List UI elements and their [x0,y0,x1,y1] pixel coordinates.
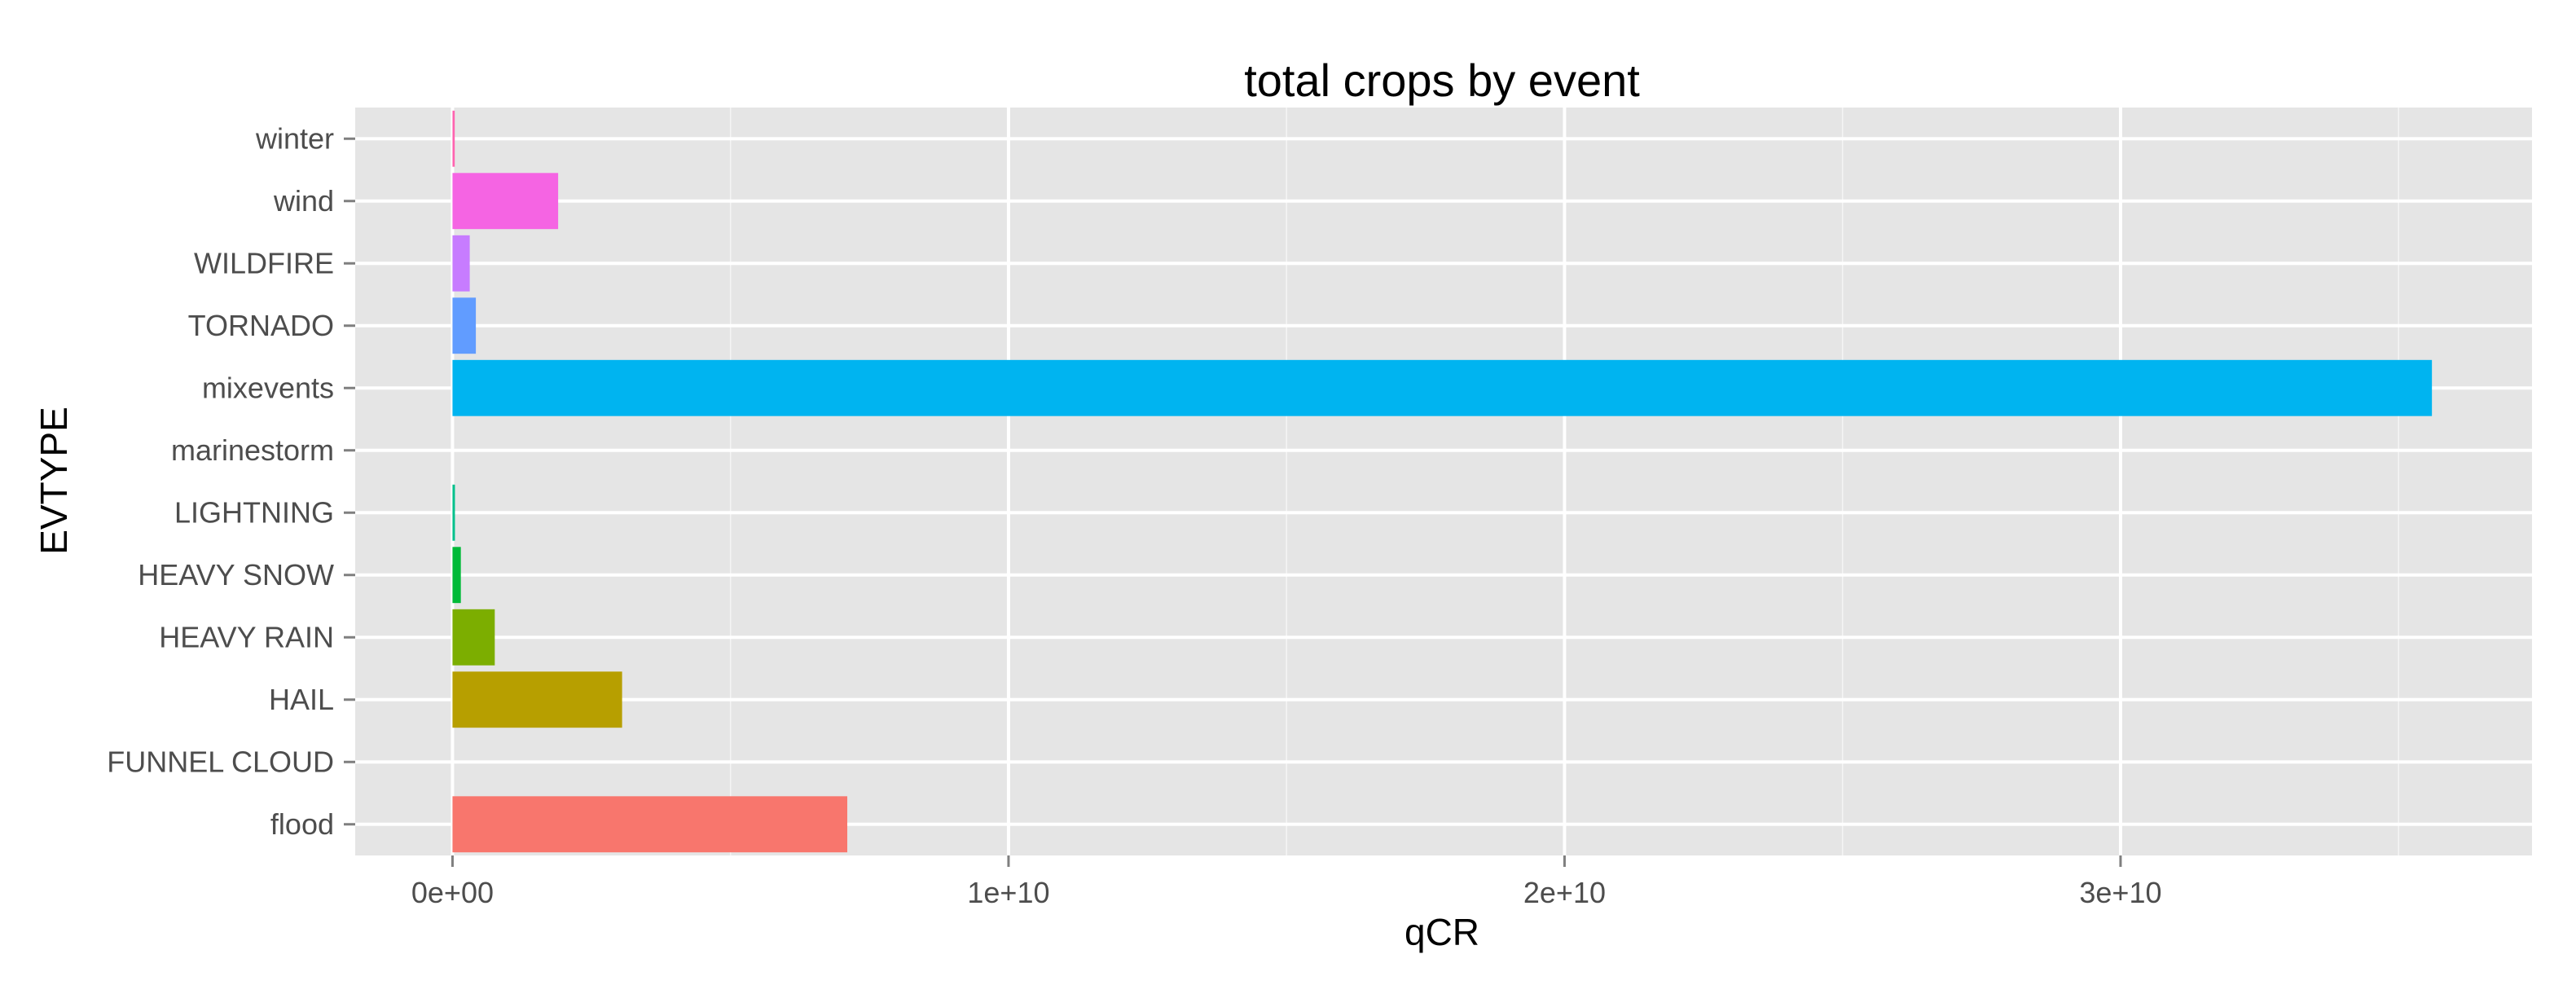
x-tick-label: 2e+10 [1523,876,1606,909]
x-tick-label: 3e+10 [2079,876,2161,909]
y-axis-title: EVTYPE [33,407,75,555]
y-tick-label: FUNNEL CLOUD [107,745,334,778]
bar-winter [452,110,455,167]
y-tick-label: flood [270,807,334,841]
plot-panel [355,108,2532,855]
bar-mixevents [452,359,2433,416]
x-tick-label: 1e+10 [967,876,1049,909]
chart-title: total crops by event [1244,55,1640,106]
bars [452,110,2433,853]
bar-heavy-rain [452,609,495,666]
bar-wildfire [452,235,470,292]
bar-flood [452,796,848,853]
bar-heavy-snow [452,547,461,604]
bar-tornado [452,297,477,354]
y-tick-label: HAIL [269,683,334,716]
x-axis-ticks: 0e+00 1e+10 2e+10 3e+10 [411,855,2162,909]
y-tick-label: winter [255,121,334,155]
grid-lines [355,108,2532,855]
y-tick-label: TORNADO [188,309,334,342]
bar-hail [452,671,622,728]
y-tick-label: HEAVY RAIN [159,620,334,653]
y-tick-label: mixevents [202,371,334,404]
y-tick-label: WILDFIRE [194,246,334,279]
x-axis-title: qCR [1404,911,1479,953]
y-tick-label: HEAVY SNOW [138,558,334,591]
bar-lightning [452,484,455,541]
y-tick-label: LIGHTNING [174,495,334,529]
bar-wind [452,173,559,230]
y-tick-label: wind [273,184,334,218]
y-tick-label: marinestorm [171,433,334,467]
y-axis-ticks: flood FUNNEL CLOUD HAIL HEAVY RAIN HEAVY SNO… [107,121,355,841]
x-tick-label: 0e+00 [411,876,494,909]
